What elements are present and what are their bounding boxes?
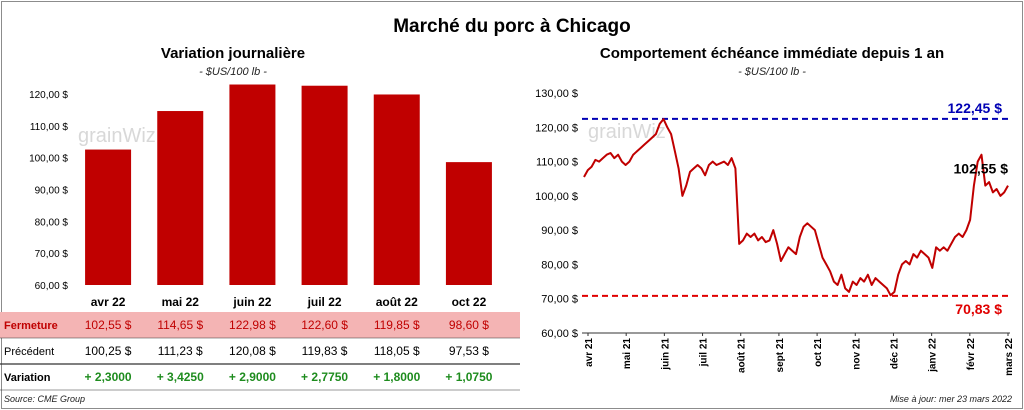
update-note: Mise à jour: mer 23 mars 2022 bbox=[889, 394, 1012, 404]
x-tick-label: mai 21 bbox=[622, 338, 633, 370]
table-cell: + 2,7750 bbox=[301, 370, 348, 384]
table-cell: 97,53 $ bbox=[449, 344, 489, 358]
table-cell: + 1,0750 bbox=[445, 370, 492, 384]
y-tick-label: 100,00 $ bbox=[535, 191, 578, 203]
bar-oct 22 bbox=[445, 162, 492, 285]
table-cell: 98,60 $ bbox=[449, 318, 489, 332]
x-tick-label: avr 22 bbox=[91, 295, 126, 309]
y-tick-label: 90,00 $ bbox=[541, 225, 578, 237]
watermark: grainWiz bbox=[78, 125, 156, 147]
x-tick-label: août 21 bbox=[737, 338, 748, 373]
table-cell: 100,25 $ bbox=[85, 344, 132, 358]
bar-août 22 bbox=[373, 94, 420, 285]
y-tick-label: 80,00 $ bbox=[541, 259, 578, 271]
table-cell: + 2,9000 bbox=[229, 370, 276, 384]
table-cell: 119,85 $ bbox=[374, 318, 420, 332]
line-chart: grainWiz 60,00 $ 70,00 $ 80,00 $ 90,00 $ 100,… bbox=[535, 88, 1015, 376]
bar-chart: grainWiz 60,00 $ 70,00 $ 80,00 $ 90,00 $ 100,… bbox=[29, 84, 492, 309]
y-tick-label: 120,00 $ bbox=[535, 122, 578, 134]
x-tick-label: mars 22 bbox=[1004, 338, 1015, 376]
x-tick-label: juil 22 bbox=[307, 295, 342, 309]
y-tick-label: 120,00 $ bbox=[29, 90, 68, 101]
table-cell: + 1,8000 bbox=[373, 370, 420, 384]
x-tick-label: avr 21 bbox=[584, 338, 595, 367]
y-tick-label: 130,00 $ bbox=[535, 88, 578, 100]
y-tick-label: 70,00 $ bbox=[541, 294, 578, 306]
row-label: Précédent bbox=[4, 346, 54, 358]
x-tick-label: déc 21 bbox=[889, 338, 900, 370]
y-tick-label: 80,00 $ bbox=[35, 217, 69, 228]
price-series-line bbox=[583, 118, 1009, 297]
row-label: Variation bbox=[4, 372, 51, 384]
bar-juil 22 bbox=[301, 85, 348, 286]
watermark: grainWiz bbox=[588, 121, 666, 143]
reference-line-label: 122,45 $ bbox=[948, 100, 1003, 116]
table-cell: 114,65 $ bbox=[157, 318, 203, 332]
table-cell: 118,05 $ bbox=[374, 344, 420, 358]
x-tick-label: janv 22 bbox=[928, 338, 939, 373]
x-tick-label: juil 21 bbox=[699, 338, 710, 368]
table-cell: 122,98 $ bbox=[229, 318, 276, 332]
table-cell: 120,08 $ bbox=[229, 344, 276, 358]
y-tick-label: 110,00 $ bbox=[30, 122, 69, 133]
table-cell: 122,60 $ bbox=[301, 318, 348, 332]
x-tick-label: août 22 bbox=[376, 295, 418, 309]
x-tick-label: oct 21 bbox=[813, 338, 824, 367]
fermeture-row-background bbox=[0, 312, 520, 338]
source-note: Source: CME Group bbox=[4, 394, 86, 404]
y-tick-label: 100,00 $ bbox=[29, 154, 68, 165]
bar-mai 22 bbox=[157, 111, 204, 285]
row-label: Fermeture bbox=[4, 320, 58, 332]
table-cell: 111,23 $ bbox=[158, 344, 203, 358]
reference-line-label: 70,83 $ bbox=[955, 301, 1002, 317]
table-cell: 119,83 $ bbox=[302, 344, 348, 358]
y-tick-label: 90,00 $ bbox=[35, 186, 69, 197]
y-tick-label: 60,00 $ bbox=[35, 281, 69, 292]
data-table: Fermeture 102,55 $ 114,65 $ 122,98 $ 122,60 … bbox=[0, 312, 520, 391]
x-tick-label: juin 21 bbox=[660, 338, 671, 371]
left-chart-subtitle: Variation journalière bbox=[160, 45, 306, 62]
y-tick-label: 70,00 $ bbox=[35, 249, 69, 260]
x-tick-label: sept 21 bbox=[775, 338, 786, 373]
x-tick-label: oct 22 bbox=[452, 295, 487, 309]
bar-juin 22 bbox=[229, 84, 276, 285]
table-cell: + 2,3000 bbox=[85, 370, 132, 384]
y-tick-label: 60,00 $ bbox=[541, 328, 578, 340]
left-chart-unit: - $US/100 lb - bbox=[199, 66, 267, 78]
x-tick-label: févr 22 bbox=[966, 338, 977, 371]
bar-avr 22 bbox=[85, 149, 132, 285]
y-tick-label: 110,00 $ bbox=[536, 157, 578, 169]
table-cell: 102,55 $ bbox=[85, 318, 132, 332]
table-cell: + 3,4250 bbox=[157, 370, 204, 384]
last-value-label: 102,55 $ bbox=[954, 161, 1009, 177]
x-tick-label: juin 22 bbox=[232, 295, 271, 309]
x-tick-label: nov 21 bbox=[851, 338, 862, 370]
x-tick-label: mai 22 bbox=[162, 295, 200, 309]
main-title: Marché du porc à Chicago bbox=[393, 16, 631, 37]
right-chart-subtitle: Comportement échéance immédiate depuis 1… bbox=[599, 45, 945, 62]
right-chart-unit: - $US/100 lb - bbox=[738, 66, 806, 78]
